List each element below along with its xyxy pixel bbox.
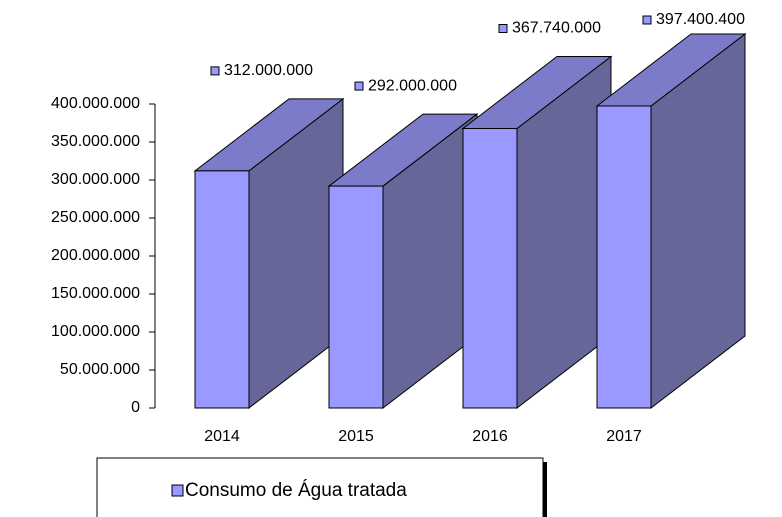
- y-tick-label: 250.000.000: [51, 209, 140, 226]
- value-label-marker: [210, 66, 220, 76]
- value-label-marker: [642, 15, 652, 25]
- y-tick-label: 200.000.000: [51, 247, 140, 264]
- value-label: 367.740.000: [512, 20, 601, 37]
- y-tick-label: 150.000.000: [51, 285, 140, 302]
- x-tick-label: 2015: [338, 428, 374, 445]
- value-label: 292.000.000: [368, 77, 457, 94]
- y-tick-label: 100.000.000: [51, 323, 140, 340]
- y-tick-label: 400.000.000: [51, 95, 140, 112]
- value-label: 312.000.000: [224, 62, 313, 79]
- legend-swatch: [171, 484, 184, 497]
- x-tick-label: 2014: [204, 428, 240, 445]
- bar: [596, 105, 652, 409]
- y-tick-label: 300.000.000: [51, 171, 140, 188]
- y-tick-label: 350.000.000: [51, 133, 140, 150]
- bar: [328, 185, 384, 409]
- y-tick-label: 0: [131, 399, 140, 416]
- value-label-marker: [498, 24, 508, 34]
- x-tick-label: 2017: [606, 428, 642, 445]
- x-tick-label: 2016: [472, 428, 508, 445]
- bar: [194, 170, 250, 409]
- y-tick-label: 50.000.000: [60, 361, 140, 378]
- value-label: 397.400.400: [656, 11, 745, 28]
- legend-label: Consumo de Água tratada: [185, 480, 407, 501]
- bar: [462, 128, 518, 409]
- value-label-marker: [354, 81, 364, 91]
